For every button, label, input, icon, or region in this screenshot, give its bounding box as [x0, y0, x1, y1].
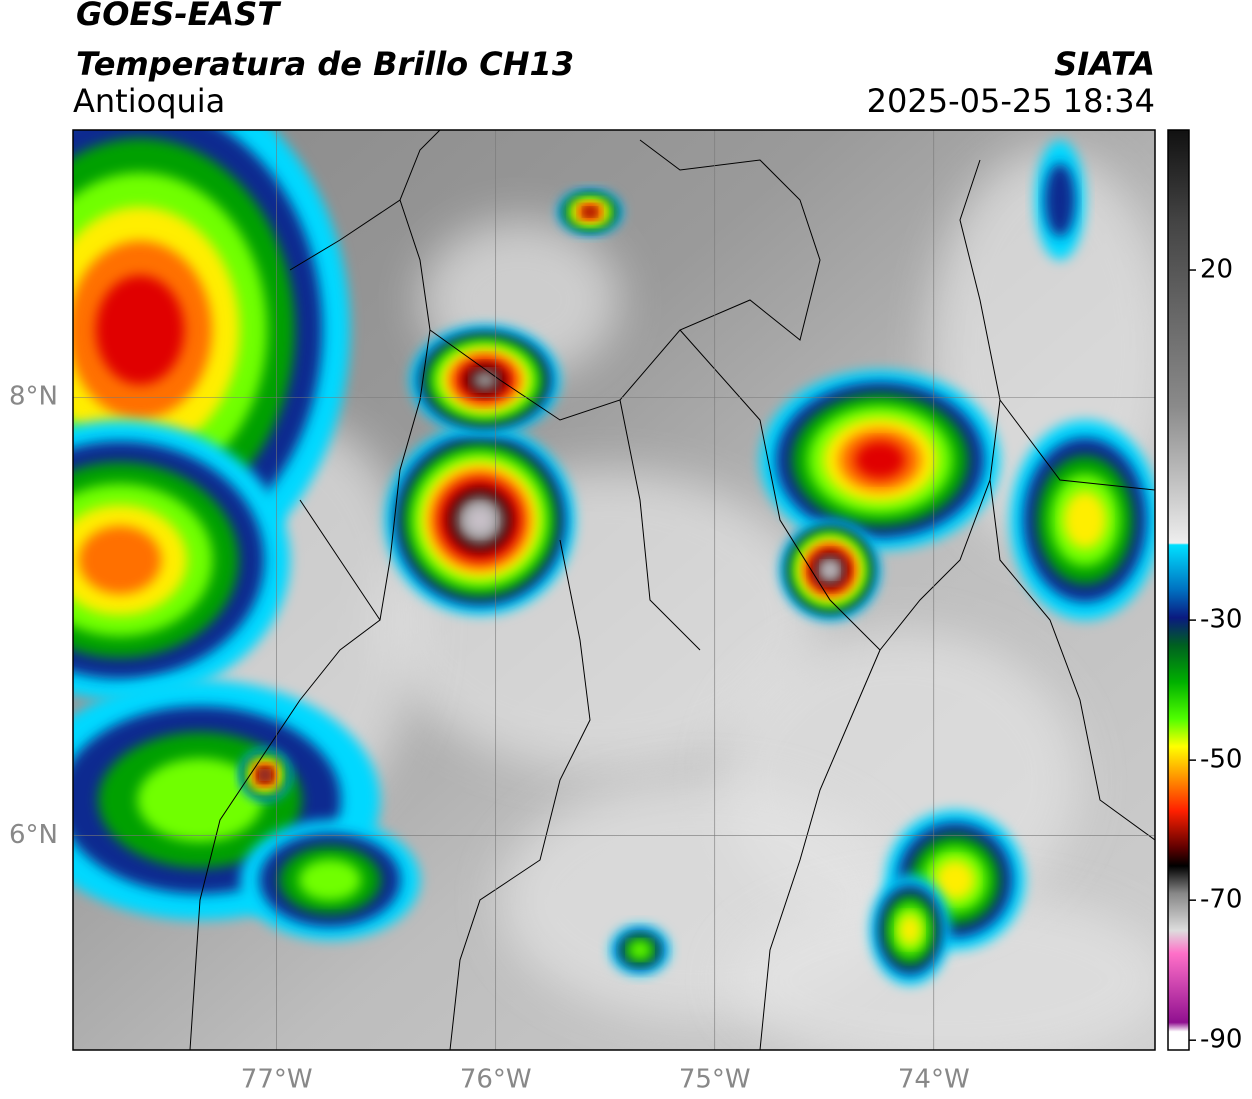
- storm-band: [78, 526, 162, 594]
- map-frame: [72, 129, 1156, 1051]
- colorbar-tick-label: -30: [1200, 605, 1242, 635]
- storm-band: [472, 370, 498, 390]
- x-tick-label: 75°W: [679, 1065, 751, 1095]
- storm-band: [935, 860, 975, 900]
- colorbar: [1167, 129, 1190, 1051]
- light-cloud: [730, 890, 1155, 1050]
- storm-band: [95, 275, 185, 385]
- satellite-map: [73, 130, 1155, 1050]
- storm-band: [822, 562, 838, 578]
- x-tick-label: 76°W: [460, 1065, 532, 1095]
- storm-band: [298, 859, 362, 901]
- borders: [189, 130, 1155, 1050]
- storm-band: [1063, 491, 1107, 549]
- colorbar-tick-label: -70: [1200, 885, 1242, 915]
- storm-band: [898, 914, 922, 946]
- cloud-field: [73, 130, 1155, 1050]
- x-tick-label: 74°W: [898, 1065, 970, 1095]
- storm-band: [1044, 163, 1076, 237]
- y-tick-label: 6°N: [9, 820, 58, 850]
- storm-band: [465, 505, 495, 535]
- storm-band: [854, 441, 906, 479]
- subtitle: Temperatura de Brillo CH13: [76, 45, 574, 83]
- colorbar-tick-label: -90: [1200, 1025, 1242, 1055]
- storm-band: [260, 770, 270, 780]
- colorbar-tick-label: -50: [1200, 745, 1242, 775]
- storm-band: [584, 207, 596, 217]
- storm-band: [137, 758, 263, 842]
- region: Antioquia: [73, 82, 225, 120]
- colorbar-tick-label: 20: [1200, 255, 1233, 285]
- source: SIATA: [1054, 45, 1155, 83]
- y-tick-label: 8°N: [9, 382, 58, 412]
- storm-band: [629, 941, 651, 959]
- title: GOES-EAST: [76, 0, 281, 33]
- datetime: 2025-05-25 18:34: [867, 82, 1155, 120]
- x-tick-label: 77°W: [241, 1065, 313, 1095]
